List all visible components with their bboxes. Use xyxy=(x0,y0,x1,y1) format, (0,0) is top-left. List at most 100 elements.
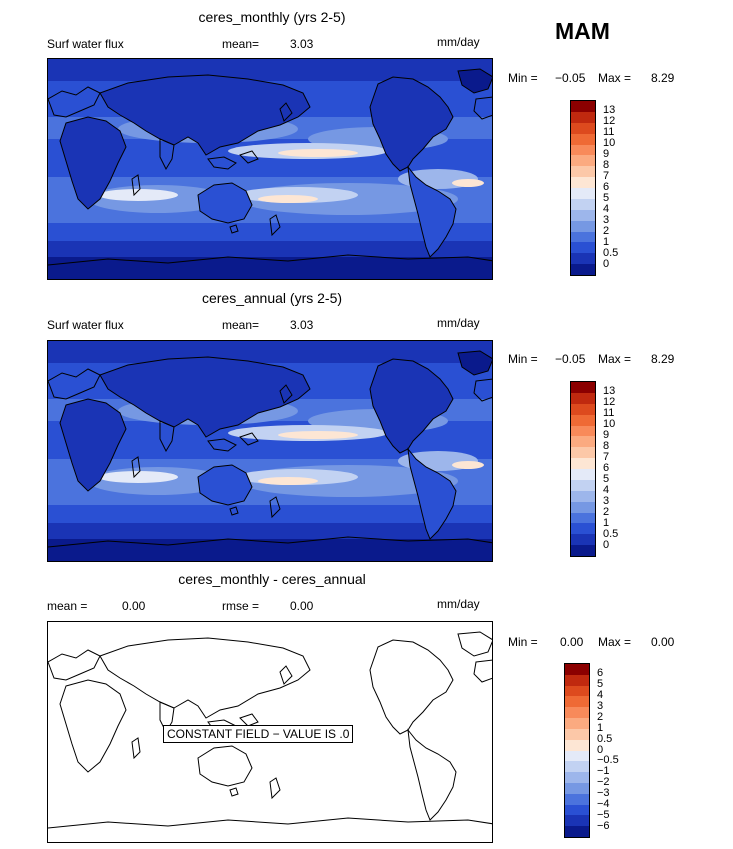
panel-2-colorbar-label: 10 xyxy=(603,418,616,430)
panel-1-colorbar-label: 2 xyxy=(603,225,610,237)
panel-3-colorbar-label: −1 xyxy=(597,765,610,778)
colorbar-swatch xyxy=(565,696,589,708)
panel-2-colorbar-label: 7 xyxy=(603,451,610,463)
colorbar-swatch xyxy=(571,111,595,123)
panel-3-max-value: 0.00 xyxy=(651,635,675,649)
panel-3-min-label: Min = xyxy=(508,635,538,649)
panel-1-min-label: Min = xyxy=(508,71,538,85)
panel-1-colorbar-label: 5 xyxy=(603,192,610,204)
panel-3-colorbar-label: −2 xyxy=(597,776,610,789)
panel-1-colorbar-label: 9 xyxy=(603,148,610,160)
panel-3-max-label: Max = xyxy=(598,635,632,649)
panel-2-colorbar-label: 5 xyxy=(603,473,610,485)
panel-3-colorbar-label: −4 xyxy=(597,798,610,811)
colorbar-swatch xyxy=(571,447,595,459)
colorbar-swatch xyxy=(565,718,589,729)
panel-1-colorbar-label: 0 xyxy=(603,258,610,270)
colorbar-swatch xyxy=(565,761,589,773)
panel-3-colorbar-label: 1 xyxy=(597,721,604,734)
panel-3-colorbar-label: 0 xyxy=(597,743,604,756)
colorbar-swatch xyxy=(571,501,595,513)
panel-1-colorbar-label: 3 xyxy=(603,214,610,226)
constant-field-label: CONSTANT FIELD − VALUE IS .0 xyxy=(163,725,354,743)
colorbar-swatch xyxy=(565,826,589,837)
colorbar-swatch xyxy=(565,664,589,675)
panel-2-colorbar-label: 8 xyxy=(603,440,610,452)
panel-2-colorbar xyxy=(570,381,596,557)
panel-3-mean-label: mean = xyxy=(47,599,88,613)
colorbar-swatch xyxy=(565,793,589,805)
colorbar-swatch xyxy=(565,685,589,697)
panel-1-colorbar-label: 4 xyxy=(603,203,610,215)
panel-2-max-value: 8.29 xyxy=(651,352,675,366)
panel-2-colorbar-label: 6 xyxy=(603,462,610,474)
panel-2-units: mm/day xyxy=(437,316,480,330)
panel-1-title: ceres_monthly (yrs 2-5) xyxy=(198,9,346,25)
panel-2-title: ceres_annual (yrs 2-5) xyxy=(201,290,343,306)
panel-3-mean-value: 0.00 xyxy=(122,599,146,613)
colorbar-swatch xyxy=(571,523,595,535)
panel-3-colorbar-label: −5 xyxy=(597,809,610,822)
panel-1-colorbar xyxy=(570,100,596,276)
colorbar-swatch xyxy=(571,534,595,546)
panel-2-colorbar-label: 3 xyxy=(603,495,610,507)
colorbar-swatch xyxy=(571,436,595,448)
colorbar-swatch xyxy=(571,177,595,188)
colorbar-swatch xyxy=(571,469,595,480)
colorbar-swatch xyxy=(565,782,589,794)
panel-1-max-label: Max = xyxy=(598,71,632,85)
panel-1-colorbar-label: 12 xyxy=(603,115,616,127)
panel-3-title: ceres_monthly - ceres_annual xyxy=(178,571,366,587)
panel-3-rmse-label: rmse = xyxy=(222,599,260,613)
panel-1-colorbar-label: 8 xyxy=(603,159,610,171)
colorbar-swatch xyxy=(565,804,589,816)
colorbar-swatch xyxy=(571,545,595,556)
colorbar-swatch xyxy=(565,772,589,783)
panel-2-colorbar-label: 13 xyxy=(603,385,616,397)
panel-3-colorbar-label: 2 xyxy=(597,710,604,723)
panel-2-mean-label: mean= xyxy=(222,318,260,332)
panel-1-colorbar-label: 1 xyxy=(603,236,610,248)
season-label: MAM xyxy=(555,18,610,44)
colorbar-swatch xyxy=(571,425,595,437)
colorbar-swatch xyxy=(571,133,595,145)
panel-2-colorbar-label: 2 xyxy=(603,506,610,518)
panel-3-colorbar-label: 6 xyxy=(597,666,604,679)
panel-1-variable: Surf water flux xyxy=(47,37,124,51)
colorbar-swatch xyxy=(565,707,589,719)
colorbar-swatch xyxy=(571,242,595,254)
panel-2-colorbar-label: 12 xyxy=(603,396,616,408)
colorbar-swatch xyxy=(571,458,595,469)
colorbar-swatch xyxy=(571,403,595,415)
colorbar-swatch xyxy=(565,815,589,827)
panel-3-colorbar-label: −3 xyxy=(597,787,610,800)
panel-2-map xyxy=(47,340,493,562)
panel-2-colorbar-label: 9 xyxy=(603,429,610,441)
panel-1-units: mm/day xyxy=(437,35,480,49)
panel-1-colorbar-label: 0.5 xyxy=(603,247,619,259)
colorbar-swatch xyxy=(571,101,595,112)
panel-3-colorbar-label: 5 xyxy=(597,677,604,690)
colorbar-swatch xyxy=(571,253,595,265)
panel-2-min-label: Min = xyxy=(508,352,538,366)
panel-2-colorbar-label: 4 xyxy=(603,484,610,496)
panel-3-units: mm/day xyxy=(437,597,480,611)
panel-3-min-value: 0.00 xyxy=(560,635,584,649)
colorbar-swatch xyxy=(565,750,589,762)
colorbar-swatch xyxy=(571,490,595,502)
colorbar-swatch xyxy=(571,382,595,393)
colorbar-swatch xyxy=(571,188,595,199)
panel-2-max-label: Max = xyxy=(598,352,632,366)
panel-1-colorbar-label: 13 xyxy=(603,104,616,116)
panel-2-variable: Surf water flux xyxy=(47,318,124,332)
colorbar-swatch xyxy=(571,198,595,210)
panel-1-map xyxy=(47,58,493,280)
panel-3-colorbar-label: 3 xyxy=(597,699,604,712)
panel-3-colorbar-label: −0.5 xyxy=(597,754,619,767)
panel-1-colorbar-label: 11 xyxy=(603,126,615,138)
colorbar-swatch xyxy=(571,122,595,134)
panel-1-mean-label: mean= xyxy=(222,37,260,51)
panel-1-max-value: 8.29 xyxy=(651,71,675,85)
panel-2-min-value: −0.05 xyxy=(555,352,586,366)
panel-2-mean-value: 3.03 xyxy=(290,318,314,332)
